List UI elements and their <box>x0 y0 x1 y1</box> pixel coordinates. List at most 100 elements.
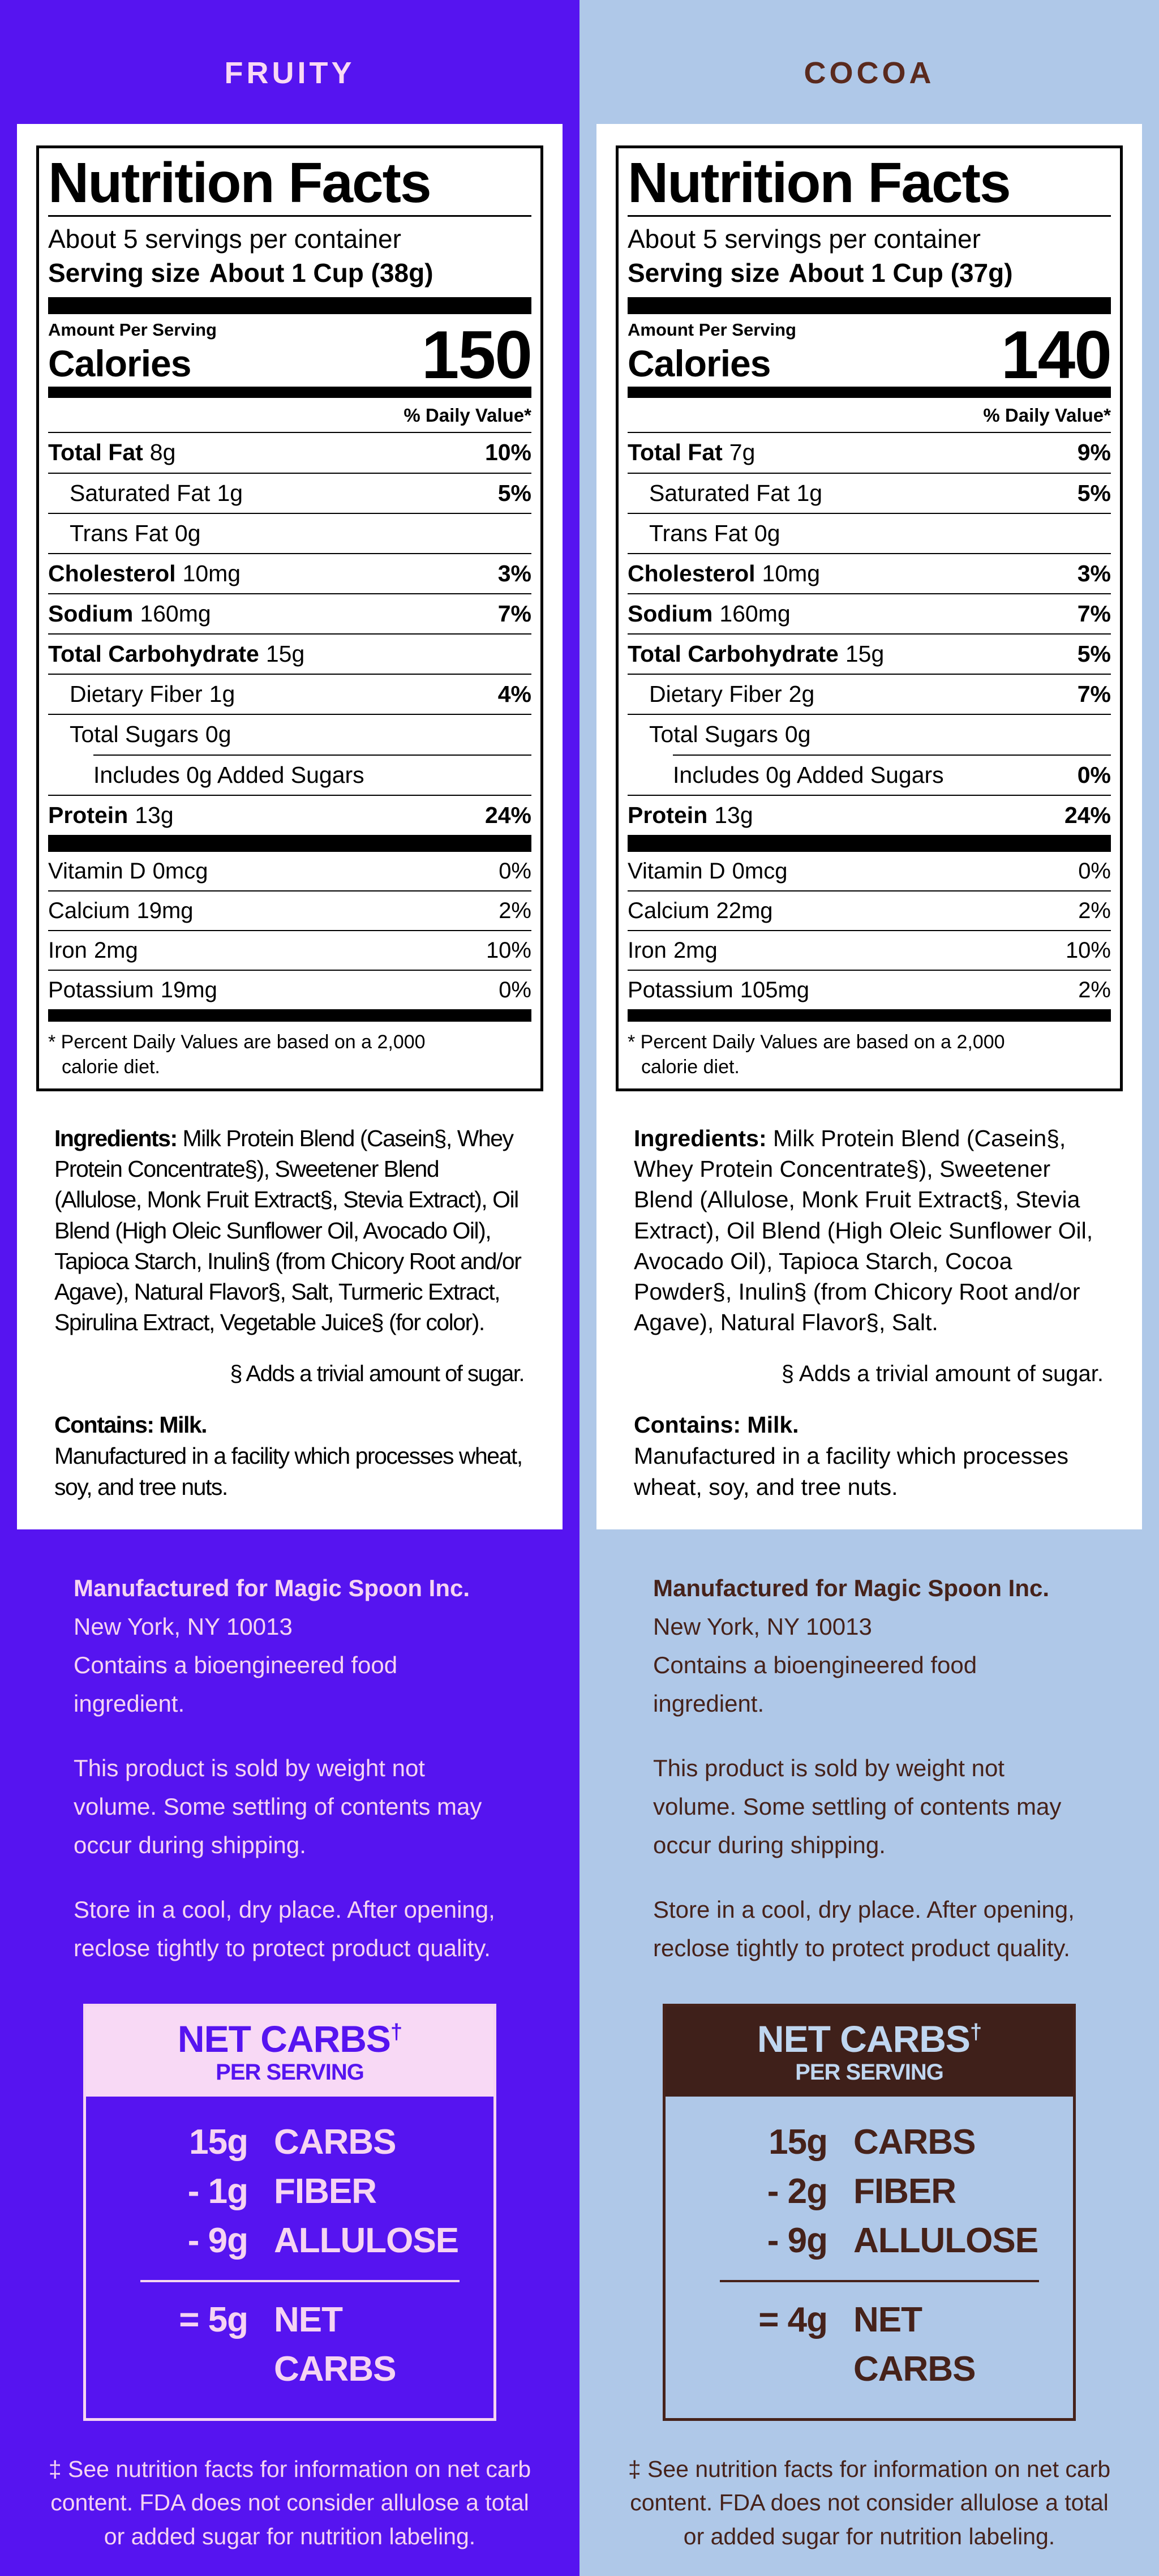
nutrient-text: Sodium 160mg <box>48 601 211 627</box>
manufacturer-line: Manufactured for Magic Spoon Inc. <box>74 1574 470 1601</box>
nutrient-text: Iron 2mg <box>628 937 718 963</box>
net-carbs-total-qty: = 5g <box>179 2300 248 2340</box>
facility-note: Manufactured in a facility which process… <box>54 1442 523 1501</box>
nutrient-rows: Total Fat 7g 9% Saturated Fat 1g 5% Trans … <box>628 432 1111 834</box>
nutrient-name: Vitamin D <box>48 858 146 884</box>
net-carbs-total-row: = 5g NET CARBS <box>140 2296 460 2394</box>
ingredients: Ingredients: Milk Protein Blend (Casein§… <box>36 1123 543 1338</box>
storage-note: Store in a cool, dry place. After openin… <box>74 1896 495 1961</box>
nutrient-dv: 0% <box>1077 761 1111 788</box>
nutrient-name: Total Sugars <box>70 721 199 748</box>
nutrient-name: Potassium <box>628 977 733 1002</box>
net-carbs-label: CARBS <box>274 2122 396 2162</box>
net-carbs-total-label: NET CARBS <box>274 2300 396 2389</box>
storage-note: Store in a cool, dry place. After openin… <box>653 1896 1075 1961</box>
ingredients: Ingredients: Milk Protein Blend (Casein§… <box>616 1123 1123 1338</box>
calories-row: Amount Per Serving Calories 140 <box>628 314 1112 389</box>
nutrient-dv: 3% <box>497 560 531 586</box>
divider-thick <box>48 1009 531 1022</box>
nutrient-dv: 3% <box>1077 560 1111 586</box>
nutrient-text: Protein 13g <box>48 802 174 829</box>
net-carbs-qty: 15g <box>769 2122 828 2162</box>
nutrient-text: Calcium 19mg <box>48 898 194 924</box>
nutrient-row-protein: Protein 13g 24% <box>628 794 1111 835</box>
nutrient-dv: 10% <box>1065 937 1111 963</box>
label-card: Nutrition Facts About 5 servings per con… <box>17 124 563 1529</box>
daily-value-header: % Daily Value* <box>983 405 1111 426</box>
nutrient-row-cholesterol: Cholesterol 10mg 3% <box>628 552 1111 593</box>
micronutrient-row-vitamin-d: Vitamin D 0mcg 0% <box>628 852 1111 890</box>
calories-label: Calories <box>628 342 771 385</box>
nutrient-qty: 19mg <box>136 898 194 923</box>
nutrient-dv: 0% <box>499 977 531 1002</box>
net-carbs-qty: - 2g <box>767 2171 828 2211</box>
ingredients-list: Milk Protein Blend (Casein§, Whey Protei… <box>54 1125 522 1335</box>
net-carbs-title: NET CARBS† <box>86 2020 493 2058</box>
divider-thick <box>628 297 1111 315</box>
trivial-sugar-note: § Adds a trivial amount of sugar. <box>781 1361 1104 1386</box>
nutrient-row-trans-fat: Trans Fat 0g <box>628 512 1111 553</box>
nutrient-name: Sodium <box>628 600 713 627</box>
nutrient-qty: 1g <box>796 479 823 506</box>
address-line: New York, NY 10013 <box>74 1613 293 1640</box>
nutrient-text: Dietary Fiber 2g <box>628 681 814 708</box>
nutrient-qty: 22mg <box>716 898 773 923</box>
nutrient-text: Total Fat 7g <box>628 439 755 466</box>
net-carbs-footnote: ‡ See nutrition facts for information on… <box>628 2455 1111 2549</box>
nutrient-name: Trans Fat <box>649 520 748 546</box>
net-carbs-subtitle: PER SERVING <box>795 2059 944 2085</box>
micronutrient-row-potassium: Potassium 105mg 2% <box>628 969 1111 1009</box>
dagger-symbol: † <box>390 2020 402 2044</box>
nutrient-text: Saturated Fat 1g <box>48 480 243 507</box>
serving-size-label: Serving size <box>48 258 200 288</box>
micronutrient-rows: Vitamin D 0mcg 0% Calcium 19mg 2% Iron 2mg … <box>48 852 531 1009</box>
nutrient-name: Saturated Fat <box>70 479 211 506</box>
net-carbs-qty: 15g <box>189 2122 248 2162</box>
nutrient-text: Vitamin D 0mcg <box>628 858 787 884</box>
nutrient-text: Potassium 105mg <box>628 977 809 1003</box>
nutrient-name: Calcium <box>48 898 130 923</box>
nutrient-name: Total Carbohydrate <box>628 641 839 667</box>
net-carbs-title-text: NET CARBS <box>757 2017 971 2060</box>
net-carbs-total-qty: = 4g <box>758 2300 828 2340</box>
nutrient-dv: 10% <box>486 937 531 963</box>
divider-medium <box>48 387 531 398</box>
facility-note: Manufactured in a facility which process… <box>634 1442 1068 1501</box>
nutrient-dv: 9% <box>1077 439 1111 466</box>
serving-size-value: About 1 Cup (38g) <box>209 258 433 288</box>
micronutrient-rows: Vitamin D 0mcg 0% Calcium 22mg 2% Iron 2mg … <box>628 852 1111 1009</box>
net-carbs-title: NET CARBS† <box>666 2020 1073 2058</box>
nutrient-text: Protein 13g <box>628 802 753 829</box>
nutrient-row-total-sugars: Total Sugars 0g <box>628 714 1111 754</box>
nutrient-dv: 0% <box>499 858 531 884</box>
nutrient-row-added-sugars: Includes 0g Added Sugars <box>93 754 531 795</box>
bioengineered-line: Contains a bioengineered food ingredient… <box>74 1651 398 1717</box>
nutrient-text: Dietary Fiber 1g <box>48 681 235 708</box>
nutrient-name: Total Carbohydrate <box>48 641 259 667</box>
net-carbs-total-row: = 4g NET CARBS <box>720 2296 1039 2394</box>
calories-label: Calories <box>48 342 191 385</box>
nutrient-dv: 24% <box>484 801 531 828</box>
nutrient-row-sodium: Sodium 160mg 7% <box>628 593 1111 633</box>
nutrient-dv: 5% <box>1077 479 1111 506</box>
nutrient-qty: 10mg <box>762 560 821 586</box>
nutrient-qty: 1g <box>217 479 243 506</box>
sum-rule <box>720 2280 1039 2283</box>
nutrition-facts-title: Nutrition Facts <box>628 154 1111 217</box>
contains-allergen: Contains: Milk. <box>634 1411 799 1438</box>
nutrient-text: Includes 0g Added Sugars <box>673 762 951 788</box>
nutrient-qty: 160mg <box>719 600 791 627</box>
manufacturer-line: Manufactured for Magic Spoon Inc. <box>653 1574 1050 1601</box>
nutrient-rows: Total Fat 8g 10% Saturated Fat 1g 5% Trans… <box>48 432 531 834</box>
net-carbs-row-allulose: - 9g ALLULOSE <box>720 2217 1039 2266</box>
micronutrient-row-potassium: Potassium 19mg 0% <box>48 969 531 1009</box>
ingredients-label: Ingredients: <box>54 1125 178 1152</box>
nutrient-qty: 7g <box>729 439 756 466</box>
nutrient-text: Trans Fat 0g <box>628 520 780 547</box>
nutrient-name: Total Sugars <box>649 721 778 748</box>
net-carbs-math: 15g CARBS - 1g FIBER - 9g ALLULOSE = 5g NET … <box>86 2097 493 2418</box>
nutrient-dv: 7% <box>1077 600 1111 627</box>
servings-per-container: About 5 servings per container <box>628 224 981 254</box>
nutrient-row-total-carbohydrate: Total Carbohydrate 15g 5% <box>628 633 1111 674</box>
nutrient-name: Dietary Fiber <box>649 681 782 708</box>
